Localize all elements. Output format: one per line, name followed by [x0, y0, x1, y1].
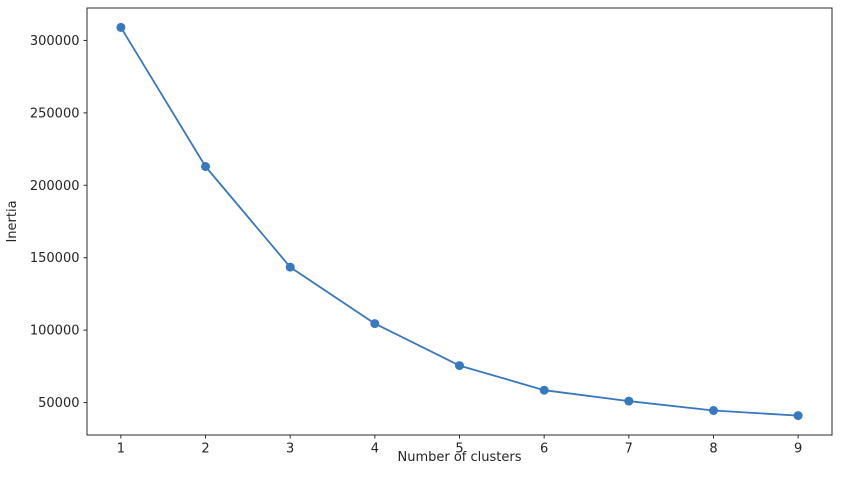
data-point: [370, 319, 380, 329]
x-axis-label: Number of clusters: [397, 450, 521, 465]
x-tick-label: 5: [455, 442, 463, 457]
data-point: [201, 162, 210, 171]
y-tick-label: 300000: [30, 34, 80, 49]
y-axis-label: Inertia: [5, 200, 20, 242]
x-axis-ticks: 1 2 3 4 5 6 7 8 9: [117, 435, 802, 457]
y-tick-label: 250000: [30, 106, 80, 121]
x-tick-label: 2: [201, 442, 209, 457]
y-tick-label: 50000: [38, 396, 79, 411]
x-tick-label: 7: [625, 442, 633, 457]
data-point: [455, 361, 464, 371]
y-tick-label: 100000: [30, 324, 80, 339]
y-tick-label: 200000: [30, 179, 80, 194]
y-axis-ticks: 50000 100000 150000 200000 250000 300000: [30, 34, 87, 411]
data-point: [116, 22, 126, 32]
data-point: [285, 262, 295, 272]
x-tick-label: 8: [709, 442, 717, 457]
x-tick-label: 6: [540, 442, 548, 457]
x-tick-label: 3: [286, 442, 294, 457]
x-tick-label: 1: [117, 442, 125, 457]
y-tick-label: 150000: [30, 251, 80, 266]
x-tick-label: 4: [371, 442, 379, 457]
data-point: [539, 385, 549, 395]
x-tick-label: 9: [794, 442, 802, 457]
data-point: [709, 406, 718, 415]
data-point: [793, 411, 803, 421]
data-series: [116, 22, 803, 421]
data-point: [624, 396, 634, 406]
plot-border: [86, 7, 833, 436]
line-path: [120, 26, 799, 417]
